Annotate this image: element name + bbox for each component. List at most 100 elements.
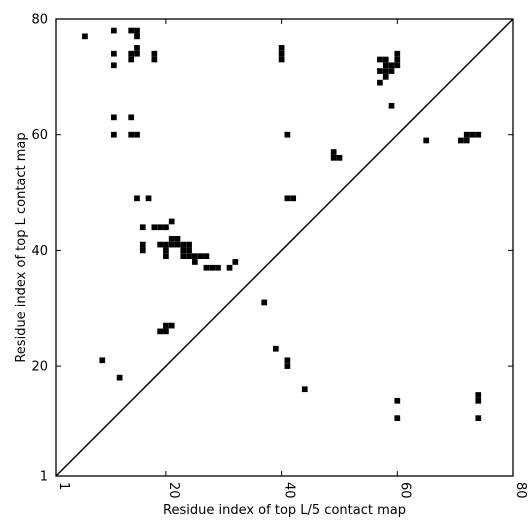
contact-point	[388, 62, 395, 69]
contact-point	[290, 195, 297, 202]
contact-point	[174, 235, 181, 242]
contact-point	[180, 253, 187, 260]
contact-point	[284, 357, 291, 364]
contact-point	[134, 195, 140, 202]
contact-point	[197, 253, 204, 260]
contact-point	[232, 259, 239, 265]
contact-points	[82, 27, 482, 422]
contact-point	[180, 241, 187, 248]
contact-point	[110, 114, 117, 121]
contact-point	[180, 247, 187, 254]
diagonal-line	[55, 18, 514, 477]
x-axis-ticks: 1 20 40 60 80	[55, 19, 528, 499]
y-tick-label: 60	[31, 128, 48, 143]
contact-point	[163, 247, 169, 254]
contact-point	[134, 27, 140, 34]
contact-point	[151, 224, 158, 231]
contact-point	[301, 386, 308, 393]
contact-point	[475, 131, 482, 138]
contact-point	[157, 224, 163, 231]
contact-point	[157, 328, 163, 335]
contact-point	[116, 374, 123, 381]
contact-point	[139, 241, 146, 248]
contact-point	[134, 45, 140, 51]
contact-point	[134, 50, 140, 57]
contact-point	[99, 357, 106, 364]
contact-point	[272, 345, 279, 352]
contact-point	[145, 195, 152, 202]
contact-point	[382, 62, 389, 69]
contact-point	[388, 102, 395, 109]
contact-point	[394, 56, 401, 63]
contact-point	[151, 56, 158, 63]
contact-point	[463, 131, 470, 138]
contact-point	[168, 235, 175, 242]
contact-point	[186, 241, 192, 248]
contact-point	[191, 259, 198, 265]
x-axis-label: Residue index of top L/5 contact map	[163, 503, 406, 518]
contact-point	[284, 131, 291, 138]
contact-point	[377, 56, 383, 63]
contact-point	[209, 264, 216, 271]
contact-point	[191, 253, 198, 260]
x-tick-label: 1	[56, 482, 71, 490]
contact-point	[278, 50, 285, 57]
contact-point	[163, 322, 169, 329]
contact-point	[475, 392, 482, 398]
contact-point	[168, 241, 175, 248]
x-tick-label: 20	[166, 482, 181, 499]
contact-point	[110, 131, 117, 138]
y-axis-ticks: 1 20 40 60 80	[31, 13, 513, 485]
contact-point	[394, 397, 401, 404]
contact-point	[128, 131, 135, 138]
contact-point	[163, 241, 169, 248]
contact-point	[475, 415, 482, 422]
contact-point	[463, 137, 470, 144]
contact-point	[330, 154, 337, 161]
contact-point	[110, 62, 117, 69]
contact-point	[261, 299, 268, 306]
plot-frame	[55, 18, 514, 477]
x-tick-label: 60	[397, 482, 412, 499]
contact-point	[382, 68, 389, 74]
y-axis-label: Residue index of top L contact map	[14, 132, 29, 362]
contact-point	[163, 328, 169, 335]
contact-point	[394, 62, 401, 69]
y-tick-label: 1	[40, 470, 48, 485]
contact-point	[139, 247, 146, 254]
contact-point	[278, 45, 285, 51]
contact-point	[278, 56, 285, 63]
contact-point	[128, 50, 135, 57]
contact-point	[394, 50, 401, 57]
x-tick-label: 40	[282, 482, 297, 499]
x-tick-label: 80	[513, 482, 528, 499]
contact-point	[377, 68, 383, 74]
contact-point	[226, 264, 233, 271]
contact-point	[203, 253, 210, 260]
contact-point	[110, 50, 117, 57]
contact-point	[377, 79, 383, 86]
contact-point	[134, 131, 140, 138]
contact-point	[382, 56, 389, 63]
contact-point	[469, 131, 476, 138]
contact-point	[163, 253, 169, 260]
contact-point	[82, 33, 88, 40]
contact-point	[174, 241, 181, 248]
contact-point	[458, 137, 464, 144]
contact-point	[139, 224, 146, 231]
contact-point	[168, 322, 175, 329]
contact-point	[388, 68, 395, 74]
contact-point	[128, 27, 135, 34]
contact-point	[168, 218, 175, 225]
contact-point	[151, 50, 158, 57]
contact-point	[423, 137, 430, 144]
contact-point	[475, 397, 482, 404]
contact-point	[284, 195, 291, 202]
contact-point	[134, 33, 140, 40]
contact-point	[382, 73, 389, 80]
contact-point	[394, 415, 401, 422]
contact-point	[186, 253, 192, 260]
contact-point	[330, 149, 337, 155]
contact-point	[110, 27, 117, 34]
